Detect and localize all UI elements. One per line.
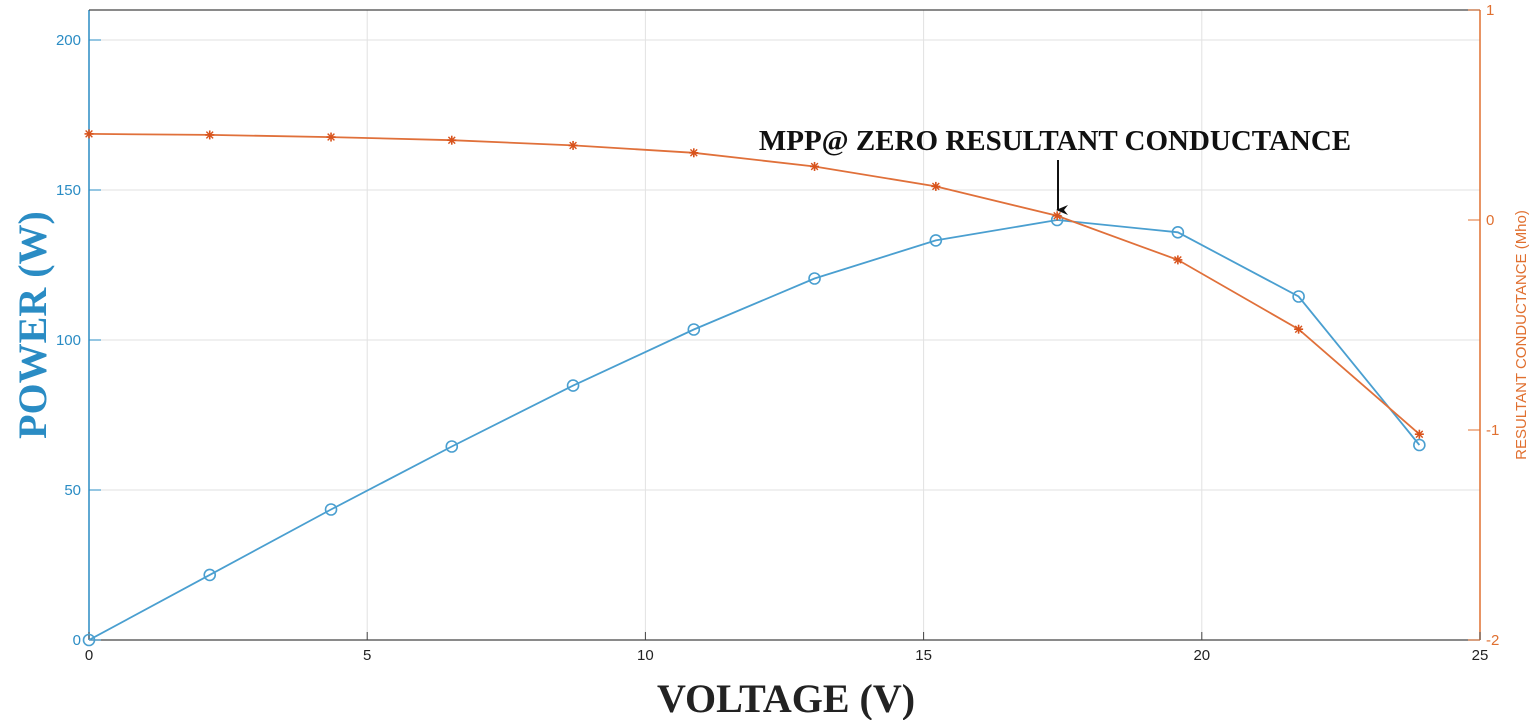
y-left-tick-label-50: 50 <box>64 482 81 499</box>
power-point-9 <box>1171 226 1185 239</box>
star-bar-d2 <box>931 182 940 191</box>
y-right-tick-label-1: 1 <box>1486 2 1494 19</box>
y-left-tick-label-0: 0 <box>73 632 81 649</box>
grid-lines <box>89 10 1480 640</box>
conductance-point-6 <box>810 161 820 171</box>
conductance-point-9 <box>1173 255 1183 265</box>
x-tick-label-20: 20 <box>1193 647 1210 664</box>
y-axis-right-label: RESULTANT CONDUCTANCE (Mho) <box>1513 210 1530 460</box>
mpp-annotation: MPP@ ZERO RESULTANT CONDUCTANCE <box>759 125 1351 215</box>
star-bar-d2 <box>1174 256 1182 264</box>
x-tick-label-25: 25 <box>1472 647 1489 664</box>
star-bar-d2 <box>327 133 335 141</box>
star-bar-d2 <box>810 162 819 171</box>
star-bar-d2 <box>569 141 577 150</box>
y-right-tick-label--1: -1 <box>1486 422 1499 439</box>
axis-labels: POWER (W) RESULTANT CONDUCTANCE (Mho) VO… <box>10 210 1530 720</box>
y-right-tick-label--2: -2 <box>1486 632 1499 649</box>
y-left-tick-label-150: 150 <box>56 182 81 199</box>
power-point-5 <box>687 323 701 336</box>
star-bar-d2 <box>447 136 456 145</box>
y-left-tick-label-100: 100 <box>56 332 81 349</box>
conductance-point-0 <box>84 129 94 139</box>
x-tick-label-0: 0 <box>85 647 93 664</box>
power-point-4 <box>566 379 580 392</box>
conductance-point-2 <box>326 132 336 142</box>
power-point-6 <box>808 272 821 285</box>
star-bar-d2 <box>1294 325 1303 334</box>
star-bar-d2 <box>85 130 93 138</box>
annotation-text: MPP@ ZERO RESULTANT CONDUCTANCE <box>759 125 1351 157</box>
y-axis-left-label: POWER (W) <box>10 211 55 439</box>
power-point-11 <box>1413 438 1426 452</box>
x-tick-label-5: 5 <box>363 647 371 664</box>
power-point-3 <box>445 440 459 453</box>
star-bar-d2 <box>689 148 698 157</box>
x-tick-label-10: 10 <box>637 647 654 664</box>
conductance-point-1 <box>205 130 215 140</box>
conductance-point-5 <box>689 148 699 158</box>
conductance-point-8 <box>1052 211 1062 221</box>
power-point-0 <box>82 633 96 647</box>
x-tick-label-15: 15 <box>915 647 932 664</box>
power-point-7 <box>929 234 943 247</box>
power-point-2 <box>324 503 338 516</box>
star-bar-d2 <box>1415 430 1424 439</box>
conductance-point-10 <box>1294 324 1304 334</box>
conductance-point-4 <box>568 140 578 150</box>
conductance-point-7 <box>931 181 941 191</box>
series <box>82 129 1426 647</box>
power-point-10 <box>1292 290 1305 303</box>
x-axis-label: VOLTAGE (V) <box>657 676 915 720</box>
series-power-line <box>88 219 1421 641</box>
axes: 0 5 10 15 20 25 0 50 100 150 200 -2 -1 0 1 <box>56 2 1499 664</box>
conductance-point-3 <box>447 135 457 145</box>
star-bar-d2 <box>205 131 214 139</box>
y-right-tick-label-0: 0 <box>1486 212 1494 229</box>
y-left-tick-label-200: 200 <box>56 32 81 49</box>
power-point-1 <box>203 568 217 582</box>
series-conductance-line <box>88 133 1420 435</box>
conductance-point-11 <box>1414 429 1424 439</box>
